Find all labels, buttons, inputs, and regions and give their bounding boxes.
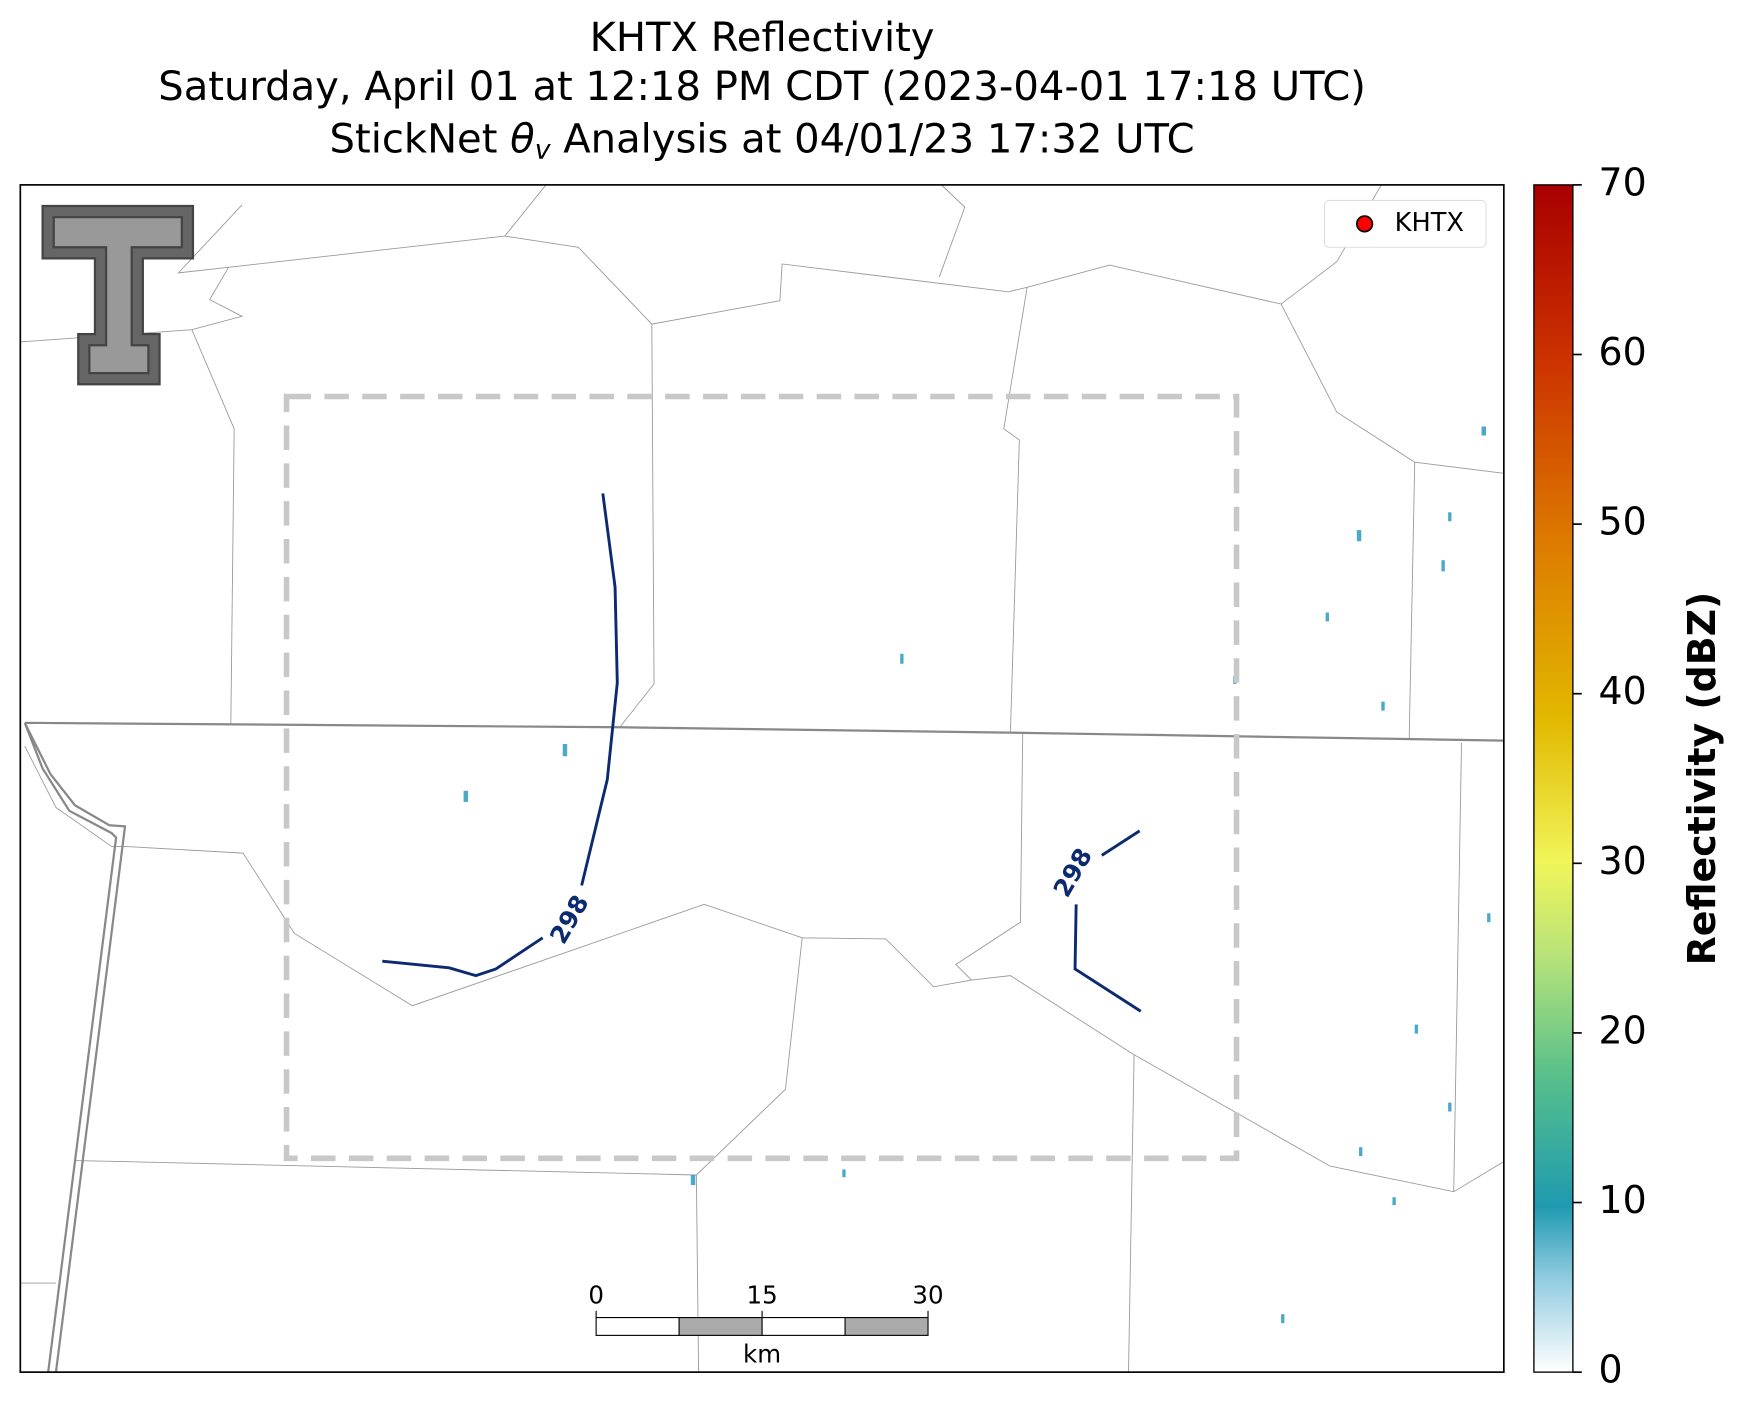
analysis-box	[283, 393, 1240, 1162]
colorbar-tick-label: 20	[1599, 1008, 1647, 1052]
title-symbol: θ	[510, 116, 535, 162]
map-area	[20, 184, 1504, 1373]
colorbar-tick-label: 40	[1599, 669, 1647, 713]
colorbar-tick-label: 10	[1599, 1178, 1647, 1222]
colorbar-tick-label: 60	[1599, 330, 1647, 374]
legend	[1323, 199, 1487, 248]
subtitle: Saturday, April 01 at 12:18 PM CDT (2023…	[158, 64, 1366, 110]
scale-unit: km	[743, 1339, 781, 1368]
scale-segment	[761, 1317, 846, 1336]
scale-tick-label: 15	[746, 1280, 777, 1309]
title: KHTX Reflectivity	[590, 15, 935, 61]
colorbar-tick-label: 70	[1599, 160, 1647, 204]
legend-marker	[1355, 215, 1374, 233]
scale-tick-label: 0	[588, 1280, 604, 1309]
subtitle: StickNet θv Analysis at 04/01/23 17:32 U…	[330, 116, 1195, 164]
colorbar	[1533, 184, 1574, 1373]
scale-segment	[595, 1317, 680, 1336]
logo	[41, 204, 195, 386]
legend-label: KHTX	[1395, 208, 1464, 238]
map-frame	[19, 184, 1505, 1373]
colorbar-tick-label: 50	[1599, 500, 1647, 544]
title-part: Analysis at 04/01/23 17:32 UTC	[551, 116, 1195, 162]
scale-bar: 0 15 30	[588, 1280, 944, 1336]
colorbar-tick-label: 30	[1599, 839, 1647, 883]
colorbar-label: Reflectivity (dBZ)	[1680, 592, 1724, 966]
state-line	[23, 721, 1504, 1373]
colorbar-tick-label: 0	[1599, 1348, 1623, 1392]
title-subscript: v	[535, 134, 552, 165]
colorbar-ticks: 0 10 20 30 40 50 60 70	[1572, 160, 1647, 1392]
title-part: StickNet	[330, 116, 511, 162]
scale-tick-label: 30	[912, 1280, 943, 1309]
contour	[382, 493, 1142, 1013]
scale-segment	[844, 1317, 929, 1336]
map: 298 298 KHTX	[19, 184, 1505, 1373]
county-lines	[20, 184, 1505, 1373]
scale-segment	[678, 1317, 763, 1336]
